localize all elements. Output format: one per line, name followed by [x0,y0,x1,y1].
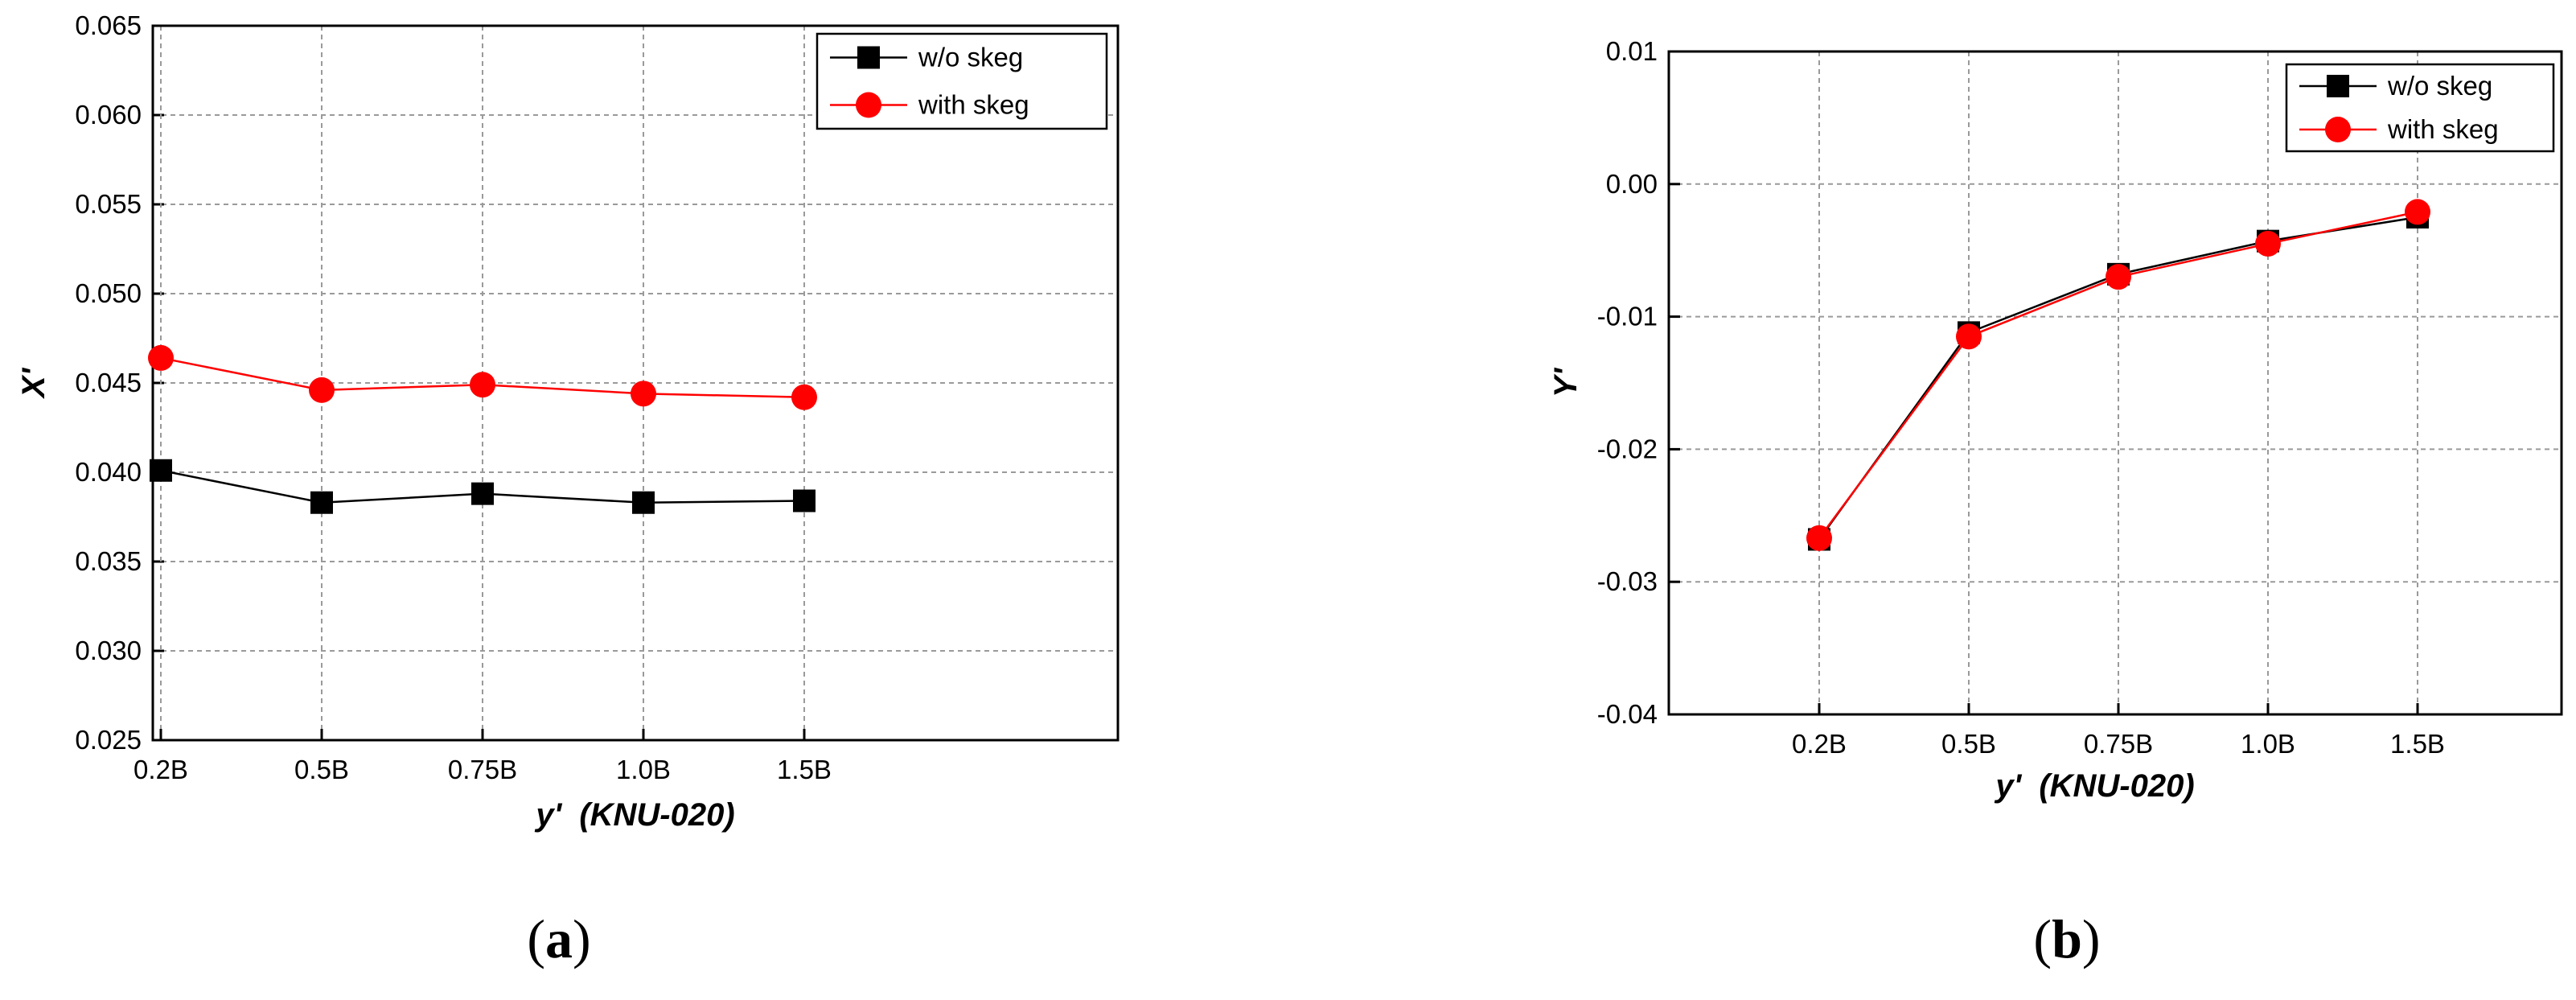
data-point-circle [2405,199,2430,225]
caption-letter: b [2052,908,2082,969]
series-with-skeg [148,344,817,410]
caption-paren-open: ( [2033,908,2052,969]
series-with-skeg [1806,199,2430,551]
plot-frame [1667,50,2563,716]
y-tick-label: -0.01 [1597,302,1658,331]
y-tick-label: -0.04 [1597,699,1658,729]
data-point-circle [309,377,335,403]
data-point-circle [1956,323,1982,350]
y-tick-label: 0.065 [75,10,142,40]
legend: w/o skeg with skeg [2285,63,2555,153]
data-point-circle [470,372,495,398]
legend-label: w/o skeg [2387,71,2492,101]
x-tick-label: 0.5B [1941,729,1996,759]
x-tick-label: 0.75B [448,755,517,784]
y-tick-label: -0.02 [1597,434,1658,463]
data-point-circle [2255,230,2281,257]
y-tick-label: 0.030 [75,636,142,665]
y-tick-label: 0.01 [1606,36,1658,66]
data-point-circle [148,344,174,371]
y-tick-label: 0.035 [75,546,142,576]
y-tick-label: 0.055 [75,189,142,219]
y-tick-label: 0.00 [1606,169,1658,199]
panel-caption: (a) [527,908,590,969]
plot-area [1669,51,2562,714]
y-tick-label: 0.045 [75,368,142,397]
data-point-square [793,489,816,512]
legend-label: with skeg [918,90,1029,120]
legend-marker-circle [856,92,881,118]
legend-marker-square [2327,75,2349,97]
legend-label: with skeg [2387,114,2499,144]
caption-paren-open: ( [527,908,545,969]
plot-frame [151,24,1120,742]
data-point-circle [631,381,656,407]
panel-caption: (b) [2033,908,2100,969]
x-axis-title: y' (KNU-020) [534,797,734,833]
y-tick-label: 0.050 [75,278,142,308]
chart-a: 0.025 0.030 0.035 0.040 0.045 0.050 0.055 0.060… [16,10,1120,969]
x-tick-label: 0.5B [294,755,349,784]
legend-marker-circle [2325,117,2351,142]
legend-marker-square [857,46,880,69]
x-tick-label: 1.0B [2241,729,2295,759]
data-point-circle [791,384,817,410]
data-point-square [632,491,655,514]
data-point-square [310,491,333,514]
x-tick-label: 0.2B [134,755,188,784]
caption-paren-close: ) [573,908,591,969]
legend: w/o skeg with skeg [816,32,1108,130]
x-tick-label: 0.75B [2084,729,2153,759]
x-axis-title: y' (KNU-020) [1994,768,2194,804]
y-tick-label: -0.03 [1597,566,1658,596]
y-axis-title: X' [16,367,51,399]
y-tick-label: 0.060 [75,100,142,130]
data-point-circle [2106,264,2131,290]
y-axis-title: Y' [1548,367,1584,397]
chart-b: -0.04 -0.03 -0.02 -0.01 0.00 0.01 0.2B 0.5B 0.75… [1548,36,2563,969]
series-w-o-skeg [150,459,816,514]
x-tick-label: 1.0B [616,755,671,784]
y-tick-label: 0.040 [75,457,142,487]
data-point-square [471,482,494,505]
caption-letter: a [545,908,573,969]
data-point-square [150,459,172,482]
data-point-circle [1806,525,1832,551]
x-tick-label: 1.5B [777,755,832,784]
x-tick-label: 0.2B [1792,729,1847,759]
y-tick-label: 0.025 [75,725,142,755]
caption-paren-close: ) [2082,908,2101,969]
x-tick-label: 1.5B [2390,729,2445,759]
legend-label: w/o skeg [918,43,1023,72]
